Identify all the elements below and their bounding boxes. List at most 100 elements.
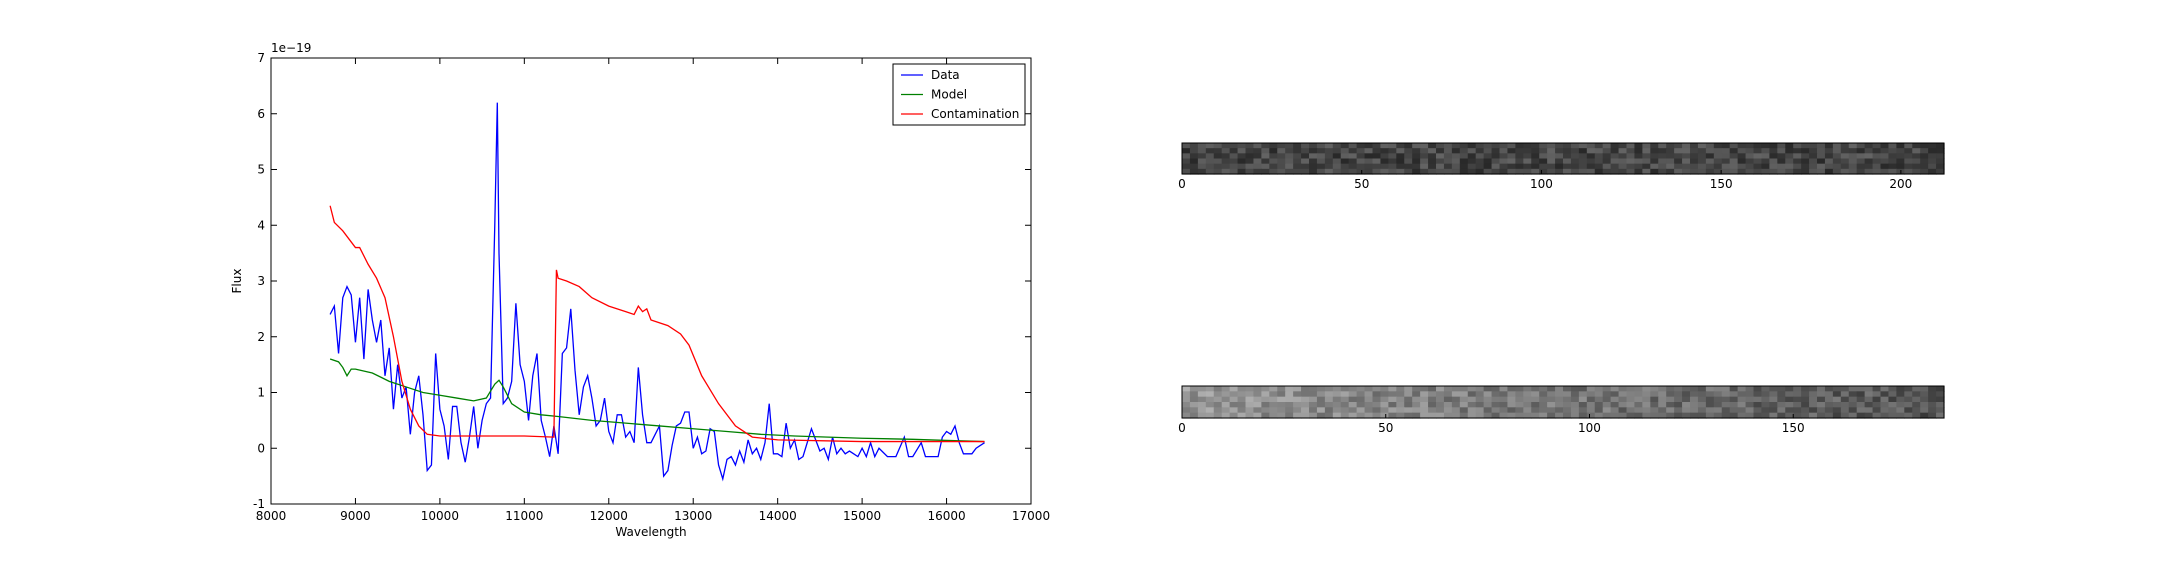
pixel bbox=[1555, 153, 1564, 160]
pixel bbox=[1856, 163, 1866, 170]
pixel bbox=[1682, 402, 1691, 408]
pixel bbox=[1674, 148, 1683, 154]
pixel bbox=[1618, 412, 1628, 419]
pixel bbox=[1316, 148, 1326, 154]
pixel bbox=[1793, 158, 1802, 165]
pixel bbox=[1801, 143, 1810, 149]
pixel bbox=[1245, 143, 1255, 149]
pixel bbox=[1301, 148, 1310, 154]
pixel bbox=[1324, 407, 1334, 414]
pixel bbox=[1634, 412, 1643, 419]
pixel bbox=[1642, 391, 1651, 398]
pixel bbox=[1459, 153, 1469, 160]
pixel bbox=[1864, 407, 1874, 414]
pixel bbox=[1586, 386, 1596, 392]
pixel bbox=[1856, 402, 1866, 408]
pixel bbox=[1539, 168, 1548, 175]
pixel bbox=[1388, 412, 1397, 419]
pixel bbox=[1777, 402, 1786, 408]
pixel bbox=[1602, 148, 1612, 154]
pixel bbox=[1356, 386, 1366, 392]
pixel bbox=[1523, 412, 1532, 419]
pixel bbox=[1920, 158, 1929, 165]
pixel bbox=[1682, 143, 1691, 149]
pixel bbox=[1713, 391, 1723, 398]
pixel bbox=[1578, 168, 1588, 175]
x-tick-label: 8000 bbox=[256, 509, 287, 523]
pixel bbox=[1824, 143, 1834, 149]
pixel bbox=[1769, 396, 1778, 403]
pixel bbox=[1745, 391, 1755, 398]
pixel bbox=[1626, 386, 1636, 392]
pixel bbox=[1420, 148, 1429, 154]
pixel bbox=[1531, 391, 1540, 398]
pixel bbox=[1523, 396, 1532, 403]
pixel bbox=[1348, 143, 1358, 149]
pixel bbox=[1388, 163, 1397, 170]
image bbox=[1182, 143, 1945, 175]
pixel bbox=[1277, 396, 1286, 403]
pixel bbox=[1729, 168, 1739, 175]
pixel bbox=[1316, 143, 1326, 149]
pixel bbox=[1817, 391, 1826, 398]
x-tick-label: 150 bbox=[1782, 421, 1805, 435]
pixel bbox=[1547, 412, 1556, 419]
pixel bbox=[1523, 153, 1532, 160]
pixel bbox=[1769, 148, 1778, 154]
pixel bbox=[1928, 396, 1937, 403]
pixel bbox=[1642, 163, 1651, 170]
pixel bbox=[1872, 163, 1882, 170]
pixel bbox=[1586, 402, 1596, 408]
pixel bbox=[1824, 407, 1834, 414]
pixel bbox=[1912, 158, 1921, 165]
pixel bbox=[1555, 412, 1564, 419]
pixel bbox=[1856, 143, 1866, 149]
pixel bbox=[1547, 163, 1556, 170]
pixel bbox=[1182, 153, 1191, 160]
pixel bbox=[1563, 158, 1572, 165]
y-tick-label: 1 bbox=[257, 386, 265, 400]
pixel bbox=[1697, 153, 1707, 160]
pixel bbox=[1674, 396, 1683, 403]
pixel bbox=[1769, 153, 1778, 160]
pixel bbox=[1547, 148, 1556, 154]
pixel bbox=[1197, 168, 1207, 175]
pixel bbox=[1507, 402, 1516, 408]
pixel bbox=[1777, 386, 1786, 392]
pixel bbox=[1459, 143, 1469, 149]
pixel bbox=[1602, 168, 1612, 175]
pixel bbox=[1491, 386, 1501, 392]
pixel bbox=[1745, 402, 1755, 408]
pixel bbox=[1586, 158, 1596, 165]
pixel bbox=[1642, 143, 1651, 149]
x-tick-label: 100 bbox=[1530, 177, 1553, 191]
pixel bbox=[1293, 407, 1302, 414]
pixel bbox=[1428, 396, 1437, 403]
pixel bbox=[1388, 396, 1397, 403]
pixel bbox=[1904, 386, 1913, 392]
pixel bbox=[1832, 386, 1842, 392]
pixel bbox=[1356, 402, 1366, 408]
pixel bbox=[1626, 396, 1636, 403]
pixel bbox=[1475, 148, 1485, 154]
pixel bbox=[1753, 391, 1763, 398]
pixel bbox=[1293, 158, 1302, 165]
pixel bbox=[1491, 396, 1501, 403]
pixel bbox=[1332, 158, 1342, 165]
pixel bbox=[1880, 168, 1890, 175]
pixel bbox=[1412, 386, 1421, 392]
pixel bbox=[1245, 412, 1255, 419]
pixel bbox=[1785, 148, 1794, 154]
pixel bbox=[1936, 391, 1945, 398]
pixel bbox=[1245, 163, 1255, 170]
pixel bbox=[1809, 407, 1818, 414]
pixel bbox=[1840, 148, 1850, 154]
pixel bbox=[1618, 158, 1628, 165]
pixel bbox=[1721, 143, 1731, 149]
x-tick-label: 150 bbox=[1710, 177, 1733, 191]
pixel bbox=[1420, 163, 1429, 170]
pixel bbox=[1205, 402, 1215, 408]
pixel bbox=[1832, 412, 1842, 419]
pixel bbox=[1594, 153, 1604, 160]
pixel bbox=[1896, 396, 1905, 403]
